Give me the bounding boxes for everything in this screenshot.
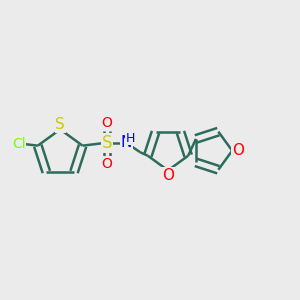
Text: O: O (101, 116, 112, 130)
Text: S: S (55, 117, 65, 132)
Text: Cl: Cl (12, 137, 26, 151)
Text: H: H (125, 131, 135, 145)
Text: S: S (101, 134, 112, 152)
Text: O: O (162, 168, 174, 183)
Text: O: O (232, 143, 244, 158)
Text: N: N (121, 135, 132, 150)
Text: O: O (101, 157, 112, 171)
